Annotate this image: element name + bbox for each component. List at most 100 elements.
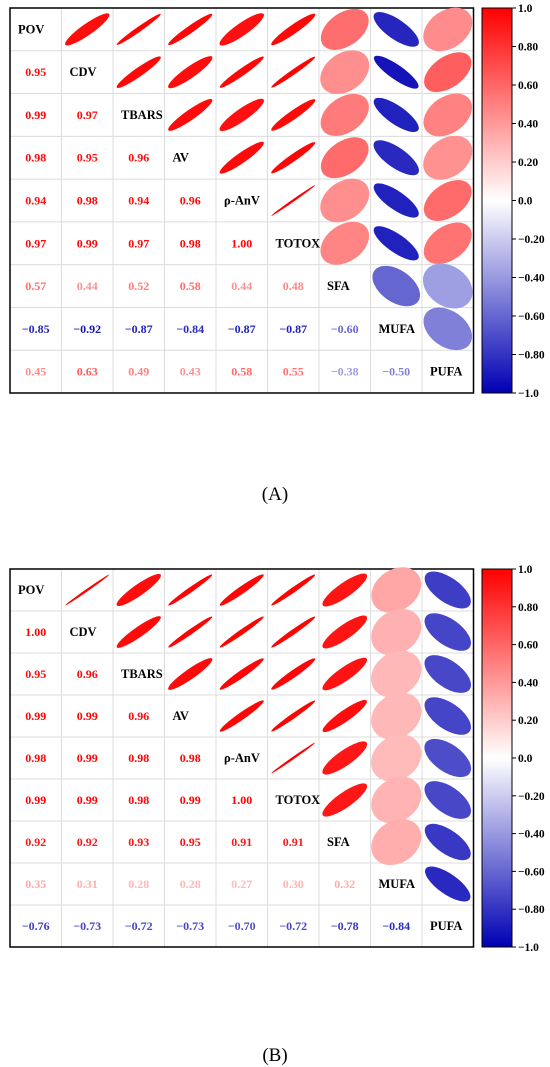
variable-label: SFA [327, 835, 350, 849]
correlation-value: 0.92 [77, 835, 98, 849]
colorbar-tick-label: 1.0 [518, 564, 533, 576]
correlation-ellipse [371, 567, 422, 613]
correlation-value: −0.76 [22, 919, 50, 933]
correlation-value: 0.99 [25, 709, 46, 723]
variable-label: MUFA [379, 322, 416, 336]
correlation-value: 0.28 [128, 877, 149, 891]
matrix-border [9, 7, 475, 394]
colorbar-tick-label: 0.60 [518, 640, 538, 652]
correlation-value: 0.58 [231, 365, 252, 379]
correlation-ellipse [422, 263, 473, 309]
colorbar-tick-label: 1.0 [518, 3, 533, 15]
colorbar-tick-label: −0.60 [518, 866, 545, 878]
correlation-ellipse [322, 699, 367, 733]
correlation-ellipse [424, 781, 472, 819]
correlation-value: 1.00 [25, 625, 46, 639]
correlation-ellipse [168, 574, 213, 606]
correlation-value: −0.78 [331, 919, 359, 933]
correlation-ellipse [271, 13, 316, 46]
correlation-value: −0.60 [331, 322, 359, 336]
correlation-value: −0.87 [279, 322, 307, 336]
correlation-value: 0.44 [231, 279, 252, 293]
correlation-value: 1.00 [231, 793, 252, 807]
correlation-value: −0.84 [382, 919, 410, 933]
correlation-ellipse [373, 226, 419, 261]
colorbar: 1.0 0.80 0.60 0.40 0.20 0.0 −0.20 −0.40 −0.60 −0.… [481, 564, 545, 954]
correlation-value: 0.99 [180, 793, 201, 807]
correlation-ellipse [65, 13, 110, 46]
correlation-value: 0.49 [128, 365, 149, 379]
colorbar-tick-label: −0.20 [518, 791, 545, 803]
correlation-ellipse [423, 135, 473, 180]
variable-label: MUFA [379, 877, 416, 891]
correlation-value: 0.99 [77, 751, 98, 765]
correlation-ellipse [65, 574, 110, 606]
correlation-ellipse [373, 55, 419, 89]
correlation-ellipse [371, 776, 422, 824]
correlation-ellipse [271, 56, 316, 88]
colorbar-tick-label: 0.80 [518, 602, 538, 614]
colorbar-tick-label: 0.0 [518, 753, 533, 765]
correlation-ellipse [219, 56, 264, 88]
correlation-value: −0.87 [125, 322, 153, 336]
correlation-value: 0.95 [25, 65, 46, 79]
correlation-value: 0.98 [180, 751, 201, 765]
correlation-ellipse [424, 655, 472, 693]
correlation-value: 0.57 [25, 279, 46, 293]
colorbar-gradient [481, 7, 513, 394]
correlation-ellipse [320, 221, 370, 265]
correlation-ellipse [424, 697, 471, 735]
correlation-value: 0.98 [128, 751, 149, 765]
correlation-ellipse [322, 573, 368, 607]
correlation-value: −0.70 [228, 919, 256, 933]
correlation-ellipse [116, 56, 161, 88]
variable-label: CDV [70, 625, 97, 639]
correlation-value: −0.85 [22, 322, 50, 336]
correlation-ellipse [168, 56, 213, 89]
variable-label: POV [18, 583, 44, 597]
correlation-ellipse [424, 52, 472, 93]
variable-label: TBARS [121, 108, 163, 122]
correlation-ellipse [271, 142, 316, 174]
correlation-value: 0.97 [25, 236, 46, 250]
correlation-value: −0.50 [382, 365, 410, 379]
correlation-ellipse [320, 8, 369, 50]
correlation-ellipse [116, 616, 161, 648]
correlation-value: 0.94 [128, 194, 149, 208]
correlation-ellipse [219, 616, 264, 648]
correlation-ellipse [373, 97, 419, 133]
correlation-value: 0.31 [77, 877, 98, 891]
correlation-value: 0.94 [25, 194, 46, 208]
correlation-ellipse [219, 700, 264, 732]
correlation-ellipse [271, 99, 316, 131]
colorbar-tick-label: 0.40 [518, 677, 538, 689]
colorbar-tick-label: 0.0 [518, 196, 533, 208]
correlation-value: −0.73 [73, 919, 101, 933]
correlation-ellipse [320, 178, 370, 223]
correlation-value: 0.99 [77, 793, 98, 807]
correlation-value: 0.95 [25, 667, 46, 681]
colorbar: 1.0 0.80 0.60 0.40 0.20 0.0 −0.20 −0.40 −0.60 −0.… [481, 3, 545, 400]
matrix-border [9, 568, 475, 948]
correlation-value: 0.45 [25, 365, 46, 379]
correlation-value: 1.00 [231, 236, 252, 250]
correlation-value: 0.91 [231, 835, 252, 849]
correlation-ellipse [424, 613, 471, 651]
correlation-ellipse [371, 692, 422, 740]
correlation-value: 0.96 [128, 709, 149, 723]
variable-label: TOTOX [276, 236, 321, 250]
correlation-value: 0.43 [180, 365, 201, 379]
correlation-value: 0.97 [77, 108, 98, 122]
correlation-ellipse [423, 7, 473, 52]
variable-label: ρ-AnV [224, 194, 260, 208]
colorbar-tick-label: 0.40 [518, 119, 538, 131]
correlation-value: 0.30 [283, 877, 304, 891]
correlation-value: 0.27 [231, 877, 252, 891]
correlation-value: 0.95 [180, 835, 201, 849]
colorbar-tick-label: 0.20 [518, 157, 538, 169]
correlation-ellipse [219, 574, 264, 606]
panel-label-b: (B) [262, 1045, 288, 1066]
colorbar-tick-label: 0.20 [518, 715, 538, 727]
correlation-ellipse [320, 137, 369, 179]
